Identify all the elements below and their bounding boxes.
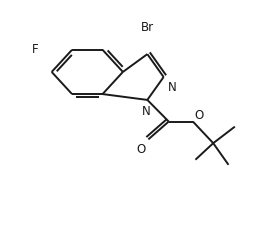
Text: O: O: [195, 109, 204, 122]
Text: N: N: [142, 105, 151, 118]
Text: N: N: [167, 81, 176, 94]
Text: F: F: [32, 43, 38, 56]
Text: O: O: [136, 143, 145, 156]
Text: Br: Br: [141, 21, 154, 34]
